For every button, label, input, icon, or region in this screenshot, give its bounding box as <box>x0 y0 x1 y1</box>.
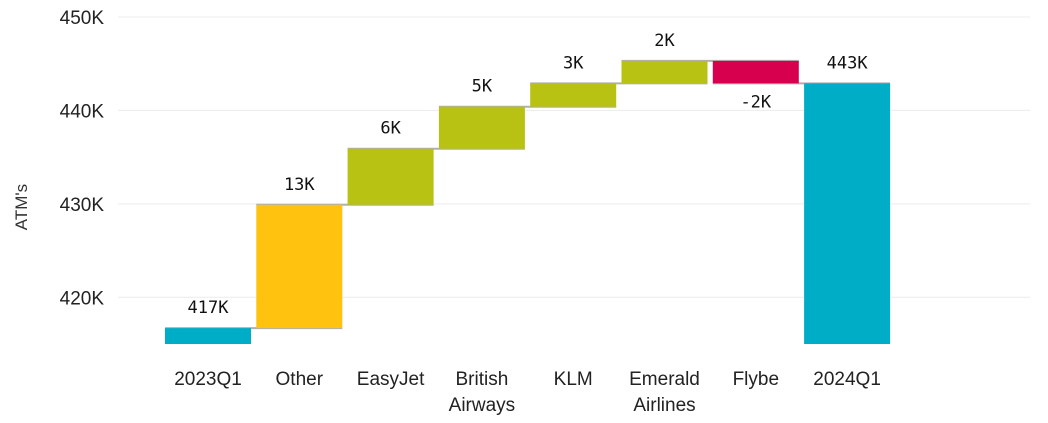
data-label: 2K <box>654 31 675 51</box>
x-axis-ticks: 2023Q1 Other EasyJet British Airways KLM Emera… <box>174 369 881 416</box>
data-label: 5K <box>472 77 493 97</box>
y-axis-ticks: 420K 430K 440K 450K <box>60 8 105 309</box>
x-tick-label: 2024Q1 <box>813 369 881 390</box>
data-label: 13K <box>284 175 315 195</box>
x-tick-label: Emerald Airlines <box>629 369 700 416</box>
bar-emerald-airlines <box>621 60 708 84</box>
bars <box>165 60 891 344</box>
x-tick-label: EasyJet <box>357 369 425 390</box>
x-tick-label: British Airways <box>449 369 516 416</box>
data-label: 3K <box>563 53 584 73</box>
bar-british-airways <box>438 106 525 149</box>
bar-other <box>256 204 343 329</box>
y-tick-label: 440K <box>60 101 105 122</box>
data-label: -2K <box>740 92 771 112</box>
y-axis-label: ATM's <box>12 184 31 230</box>
bar-easyjet <box>347 148 434 205</box>
y-tick-label: 450K <box>60 8 105 29</box>
y-tick-label: 420K <box>60 288 105 309</box>
bar-klm <box>530 83 617 107</box>
data-labels: 417K 13K 6K 5K 3K 2K -2K 443K <box>188 31 869 318</box>
y-tick-label: 430K <box>60 195 105 216</box>
data-label: 417K <box>188 298 230 318</box>
bar-flybe <box>712 60 799 84</box>
data-label: 6K <box>380 119 401 139</box>
data-label: 443K <box>827 53 869 73</box>
x-tick-label: Flybe <box>733 369 779 390</box>
bar-2024q1 <box>804 83 891 344</box>
x-tick-label: KLM <box>554 369 593 390</box>
x-tick-label: 2023Q1 <box>174 369 242 390</box>
x-tick-label: Other <box>276 369 324 390</box>
bar-2023q1 <box>165 328 251 344</box>
